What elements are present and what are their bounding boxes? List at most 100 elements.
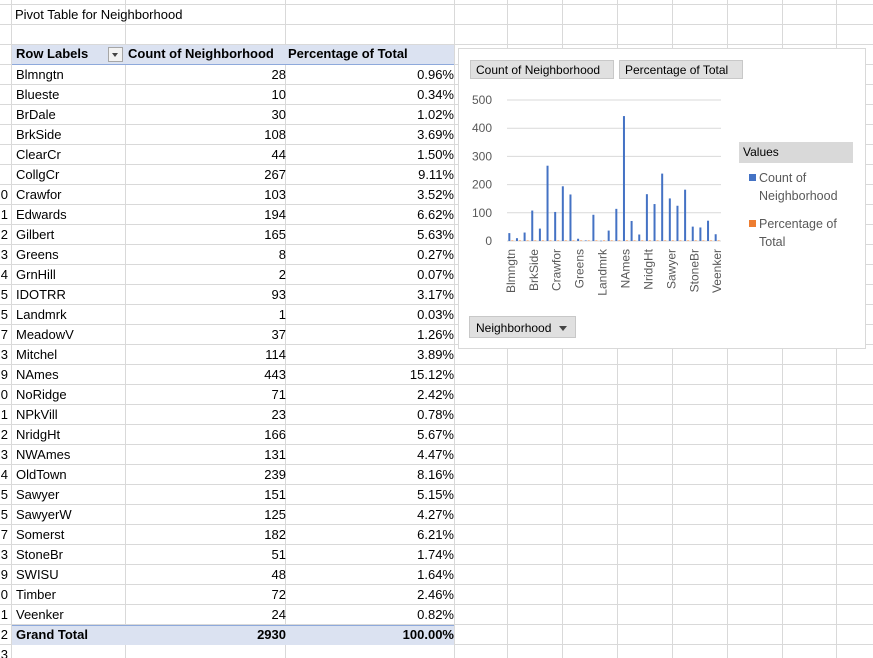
row-percentage[interactable]: 9.11% [418, 167, 454, 182]
bar-percentage[interactable] [710, 240, 713, 241]
row-number[interactable]: 5 [0, 487, 8, 502]
row-label[interactable]: IDOTRR [16, 287, 66, 302]
row-number[interactable]: 3 [0, 547, 8, 562]
row-number[interactable]: 0 [0, 587, 8, 602]
bar-percentage[interactable] [534, 240, 537, 241]
row-count[interactable]: 151 [264, 487, 286, 502]
row-count[interactable]: 114 [265, 347, 286, 362]
grand-total-pct[interactable]: 100.00% [402, 627, 454, 642]
row-percentage[interactable]: 4.27% [417, 507, 454, 522]
bar-percentage[interactable] [618, 240, 621, 241]
row-number[interactable]: 2 [0, 427, 8, 442]
row-label[interactable]: StoneBr [16, 547, 63, 562]
row-label[interactable]: Mitchel [16, 347, 58, 362]
row-count[interactable]: 103 [264, 187, 286, 202]
row-percentage[interactable]: 2.46% [417, 587, 454, 602]
row-label[interactable]: NPkVill [16, 407, 58, 422]
row-count[interactable]: 24 [271, 607, 286, 622]
bar-count[interactable] [515, 238, 518, 241]
row-number[interactable]: 2 [0, 627, 8, 642]
bar-percentage[interactable] [648, 240, 651, 241]
row-number[interactable]: 7 [0, 527, 8, 542]
row-label[interactable]: BrkSide [16, 127, 62, 142]
bar-count[interactable] [592, 214, 595, 241]
row-labels-header[interactable]: Row Labels [16, 46, 89, 61]
bar-percentage[interactable] [641, 240, 644, 241]
bar-count[interactable] [561, 186, 564, 241]
row-label[interactable]: Blueste [16, 87, 60, 102]
row-count[interactable]: 443 [264, 367, 286, 382]
bar-count[interactable] [538, 228, 541, 241]
row-count[interactable]: 37 [271, 327, 286, 342]
row-number[interactable]: 3 [0, 647, 8, 658]
row-label[interactable]: CollgCr [16, 167, 60, 182]
row-label[interactable]: Veenker [16, 607, 64, 622]
row-label[interactable]: GrnHill [16, 267, 56, 282]
bar-percentage[interactable] [671, 240, 674, 241]
row-percentage[interactable]: 6.21% [417, 527, 454, 542]
row-percentage[interactable]: 3.52% [417, 187, 454, 202]
row-number[interactable]: 7 [0, 327, 8, 342]
row-label[interactable]: Landmrk [16, 307, 67, 322]
bar-count[interactable] [714, 234, 717, 241]
row-number[interactable]: 1 [0, 407, 8, 422]
bar-count[interactable] [691, 226, 694, 241]
row-label[interactable]: Gilbert [16, 227, 55, 242]
row-label[interactable]: Somerst [16, 527, 65, 542]
pivot-chart[interactable]: Count of Neighborhood Percentage of Tota… [458, 48, 866, 349]
row-percentage[interactable]: 0.34% [417, 87, 454, 102]
bar-percentage[interactable] [564, 240, 567, 241]
row-count[interactable]: 10 [271, 87, 286, 102]
row-label[interactable]: MeadowV [16, 327, 74, 342]
row-percentage[interactable]: 3.17% [417, 287, 454, 302]
bar-count[interactable] [523, 232, 526, 241]
bar-percentage[interactable] [664, 240, 667, 241]
row-number[interactable]: 0 [0, 187, 8, 202]
row-number[interactable]: 1 [0, 207, 8, 222]
bar-percentage[interactable] [580, 240, 583, 241]
row-number[interactable]: 1 [0, 607, 8, 622]
row-percentage[interactable]: 0.07% [417, 267, 454, 282]
bar-percentage[interactable] [633, 240, 636, 241]
bar-count[interactable] [584, 240, 587, 241]
row-percentage[interactable]: 4.47% [417, 447, 454, 462]
bar-count[interactable] [615, 208, 618, 241]
bar-percentage[interactable] [717, 240, 720, 241]
bar-count[interactable] [630, 220, 633, 241]
bar-percentage[interactable] [625, 240, 628, 241]
row-number[interactable]: 2 [0, 227, 8, 242]
bar-percentage[interactable] [694, 240, 697, 241]
row-count[interactable]: 125 [264, 507, 286, 522]
row-number[interactable]: 3 [0, 447, 8, 462]
row-percentage[interactable]: 5.63% [417, 227, 454, 242]
row-count[interactable]: 182 [264, 527, 286, 542]
row-percentage[interactable]: 15.12% [409, 367, 454, 382]
bar-count[interactable] [638, 234, 641, 241]
grand-total-label[interactable]: Grand Total [16, 627, 88, 642]
row-label[interactable]: Edwards [16, 207, 67, 222]
row-percentage[interactable]: 0.82% [417, 607, 454, 622]
row-count[interactable]: 44 [271, 147, 286, 162]
row-count[interactable]: 93 [271, 287, 286, 302]
bar-count[interactable] [676, 205, 679, 241]
row-label[interactable]: NridgHt [16, 427, 61, 442]
row-percentage[interactable]: 1.50% [417, 147, 454, 162]
row-percentage[interactable]: 0.96% [417, 67, 454, 82]
bar-percentage[interactable] [603, 240, 606, 241]
bar-count[interactable] [577, 238, 580, 241]
row-percentage[interactable]: 3.89% [417, 347, 454, 362]
bar-percentage[interactable] [572, 240, 575, 241]
row-count[interactable]: 2 [278, 267, 286, 282]
row-label[interactable]: Greens [16, 247, 59, 262]
bar-count[interactable] [699, 227, 702, 241]
row-percentage[interactable]: 8.16% [417, 467, 454, 482]
percentage-header[interactable]: Percentage of Total [288, 46, 408, 61]
percentage-field-button[interactable]: Percentage of Total [619, 60, 743, 79]
bar-percentage[interactable] [549, 240, 552, 241]
row-count[interactable]: 239 [264, 467, 286, 482]
bar-percentage[interactable] [511, 240, 514, 241]
row-number[interactable]: 9 [0, 567, 8, 582]
row-percentage[interactable]: 1.02% [417, 107, 454, 122]
bar-count[interactable] [508, 233, 511, 241]
row-label[interactable]: Timber [16, 587, 56, 602]
